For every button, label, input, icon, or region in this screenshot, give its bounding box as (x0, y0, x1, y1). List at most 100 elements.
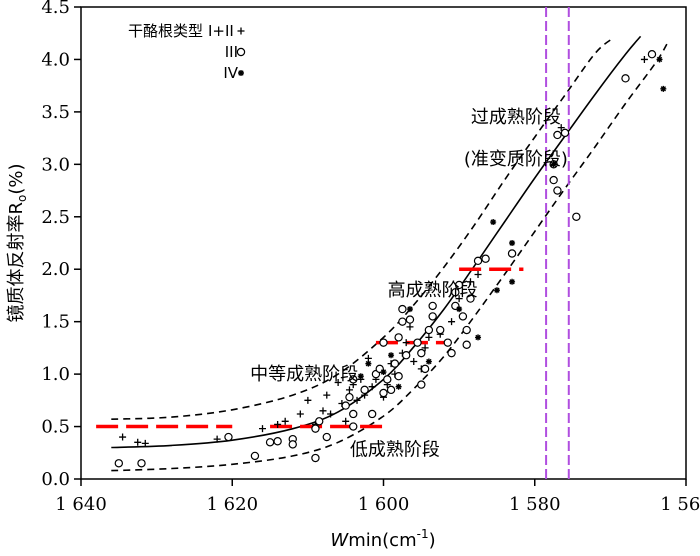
y-tick-label: 1.5 (41, 312, 70, 333)
plus-point (296, 410, 304, 418)
legend-title: 干酪根类型 (128, 22, 203, 40)
circle-point (405, 315, 415, 324)
y-tick-label: 1.0 (41, 364, 70, 385)
star-point (425, 358, 432, 365)
upper-bound-curve (111, 36, 615, 420)
y-tick-label: 0.0 (41, 469, 70, 490)
circle-point (454, 280, 464, 290)
circle-point (315, 417, 324, 426)
star-point (406, 306, 413, 313)
x-tick-label: 1 600 (358, 494, 410, 515)
circle-point (390, 359, 400, 368)
legend-label-type-1-2: I+II (208, 22, 234, 40)
x-axis-title-main: min(cm (348, 530, 416, 551)
circle-point (360, 385, 369, 395)
plus-point (557, 124, 565, 132)
circle-point (507, 249, 517, 258)
plus-point (134, 438, 142, 446)
circle-point (420, 364, 430, 374)
circle-point (394, 333, 403, 342)
circle-point (424, 325, 434, 335)
plus-point (353, 396, 361, 404)
circle-point (417, 380, 426, 389)
x-axis-title-close: ) (429, 530, 436, 551)
x-axis-title: Wmin(cm-1) (330, 527, 435, 551)
circle-point (560, 128, 570, 138)
star-point (493, 287, 500, 294)
star-point (490, 219, 497, 226)
circle-point (345, 392, 354, 402)
stage-label: 高成熟阶段 (388, 280, 478, 301)
x-tick-label: 1 620 (206, 494, 258, 515)
star-point (550, 161, 557, 168)
boundary-vlines (545, 7, 570, 479)
plot-frame (80, 6, 687, 480)
circle-point (458, 312, 468, 321)
star-point (509, 240, 516, 246)
circle-point (349, 422, 358, 431)
star-point (365, 360, 372, 367)
plus-point (402, 339, 410, 347)
plus-point (327, 410, 335, 418)
plus-point (281, 417, 289, 425)
stage-label: 过成熟阶段 (471, 107, 561, 128)
plus-point (259, 425, 266, 433)
plus-point (368, 383, 376, 391)
circle-point (379, 338, 388, 347)
y-tick-label: 3.5 (41, 102, 70, 123)
circle-point (398, 304, 407, 314)
y-tick-label: 4.5 (41, 0, 70, 18)
plus-point (406, 323, 414, 331)
circle-point (447, 348, 456, 358)
circle-point (553, 130, 562, 140)
circle-point (413, 338, 422, 347)
plus-point (323, 391, 331, 399)
stage-label: (准变质阶段) (464, 149, 568, 170)
circle-point (137, 459, 146, 468)
stage-label: 中等成熟阶段 (250, 364, 358, 385)
circle-point (443, 338, 452, 347)
plus-point (213, 435, 221, 443)
circle-point (311, 453, 320, 463)
legend: 干酪根类型 I+II III IV (128, 22, 246, 82)
x-axis-title-w: W (330, 530, 349, 551)
fit-curve (111, 35, 642, 449)
circle-point (572, 212, 581, 221)
plus-point (421, 344, 429, 352)
y-tick-label: 3.0 (41, 154, 70, 175)
circle-point (428, 301, 437, 311)
plus-point (342, 417, 350, 425)
x-tick-label: 1 560 (660, 494, 700, 515)
star-point (238, 70, 244, 76)
plus-point (345, 386, 353, 394)
circle-point (379, 388, 388, 398)
circle-point (322, 432, 331, 442)
circle-point (394, 372, 403, 381)
circle-point (349, 409, 358, 419)
lower-bound-curve (111, 43, 668, 472)
legend-markers (236, 27, 246, 76)
circle-point (621, 74, 630, 83)
y-tick-label: 2.0 (41, 259, 70, 280)
plus-point (410, 358, 418, 366)
circle-point (647, 50, 657, 59)
x-axis-title-sup: -1 (417, 527, 429, 541)
plus-point (425, 333, 433, 341)
circle-point (401, 351, 411, 360)
stage-labels: 低成熟阶段 中等成熟阶段 高成熟阶段 过成熟阶段 (准变质阶段) (250, 107, 568, 460)
circle-point (288, 440, 297, 449)
circle-point (341, 401, 350, 410)
plus-point (474, 270, 482, 278)
circle-point (265, 438, 275, 447)
star-point (509, 278, 516, 285)
circle-point (349, 375, 358, 384)
legend-label-type-4: IV (223, 64, 238, 82)
plus-point (304, 396, 312, 404)
y-axis-title-sub: o (15, 195, 29, 202)
plus-point (640, 55, 648, 63)
circle-point (436, 325, 445, 335)
star-point (388, 352, 395, 359)
star-point (475, 334, 482, 341)
fit-curves (111, 35, 668, 472)
circle-point (224, 432, 233, 442)
